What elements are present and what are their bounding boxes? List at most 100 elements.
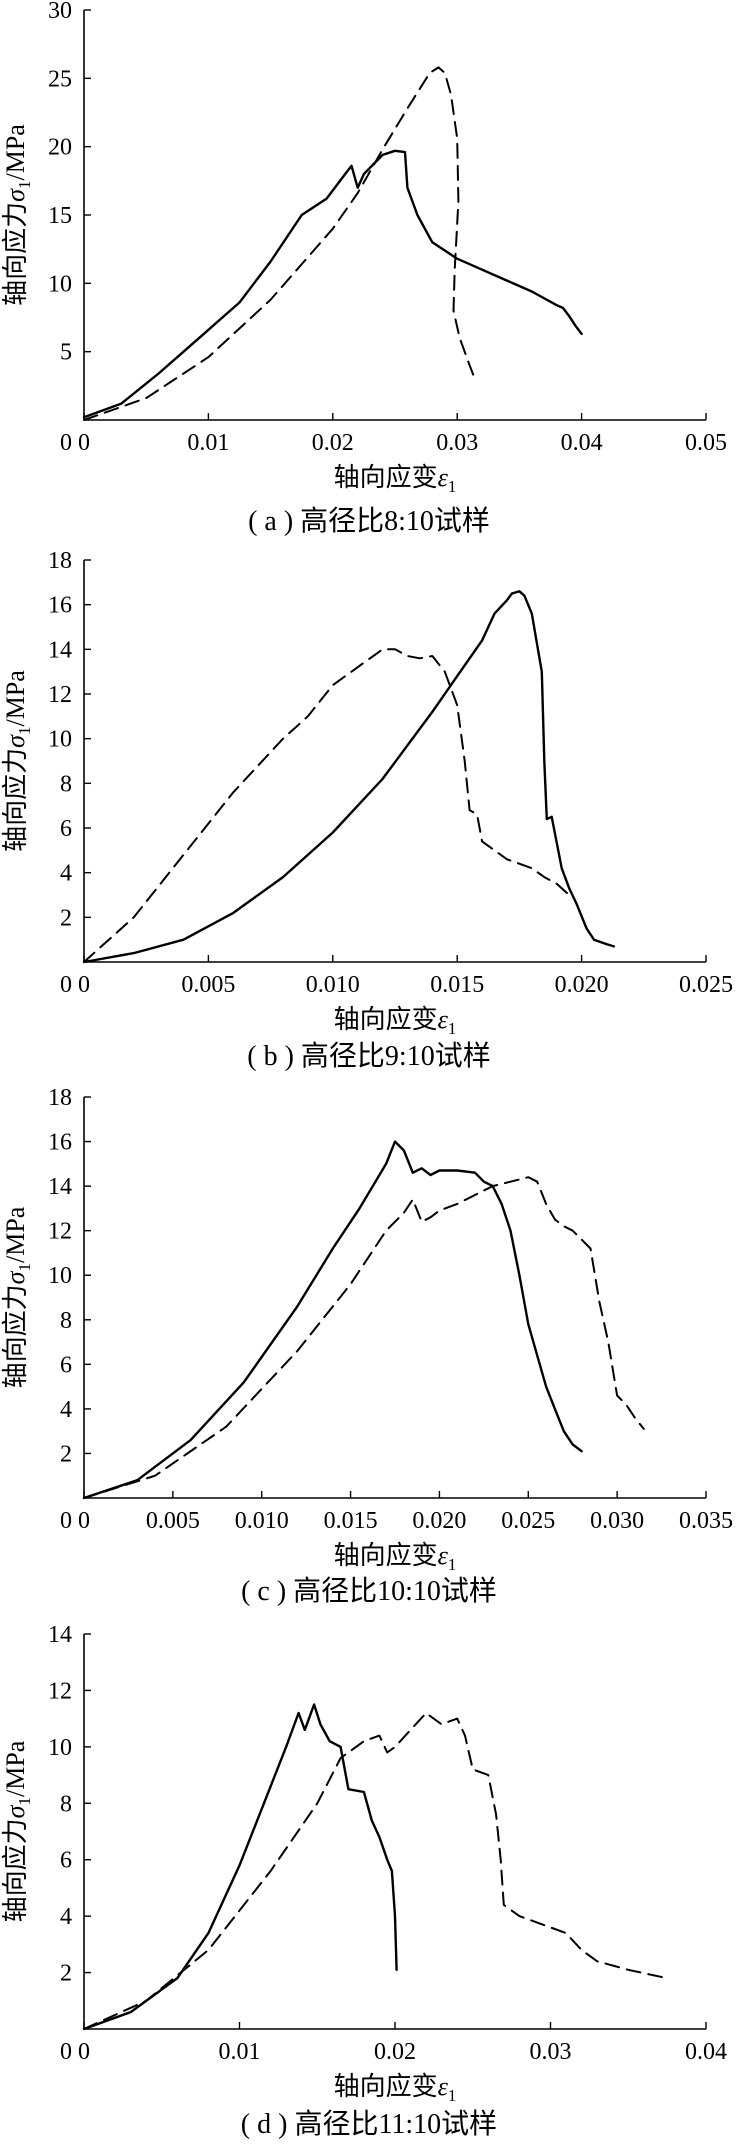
y-tick-label: 25 xyxy=(48,66,72,92)
dashed-series-line xyxy=(83,1712,669,2030)
x-tick-label: 0.03 xyxy=(436,430,478,456)
y-tick-label: 12 xyxy=(48,1678,72,1704)
y-tick-label: 4 xyxy=(60,1904,72,1930)
y-axis-label: 轴向应力σ1/MPa xyxy=(1,1740,34,1922)
y-tick-label: 16 xyxy=(48,1130,72,1156)
y-tick-label: 30 xyxy=(48,0,72,24)
y-axis-symbol: σ xyxy=(1,188,30,202)
x-tick-label: 0.005 xyxy=(181,972,235,998)
panel-d: 0 0.01 0.02 0.03 0.0424681012140轴向应变ε1轴向应力σ1… xyxy=(1,1622,727,2140)
x-axis-label-text: 轴向应变 xyxy=(334,2072,438,2101)
x-axis-label-text: 轴向应变 xyxy=(334,463,438,492)
y-axis-label: 轴向应力σ1/MPa xyxy=(1,1206,34,1388)
x-tick-label: 0.01 xyxy=(219,2039,261,2065)
origin-label: 0 xyxy=(60,1508,72,1534)
y-tick-label: 10 xyxy=(48,1735,72,1761)
x-tick-label: 0.020 xyxy=(555,972,609,998)
y-axis-subscript: 1 xyxy=(15,1263,34,1272)
x-axis-label: 轴向应变ε1 xyxy=(334,1005,457,1038)
x-tick-label: 0.035 xyxy=(679,1508,733,1534)
y-tick-label: 8 xyxy=(60,1791,72,1817)
x-tick-label: 0.010 xyxy=(306,972,360,998)
y-tick-label: 12 xyxy=(48,1219,72,1245)
x-axis-symbol: ε xyxy=(438,1541,449,1570)
x-tick-label: 0.015 xyxy=(430,972,484,998)
x-axis-symbol: ε xyxy=(438,1005,449,1034)
solid-series-line xyxy=(82,149,583,419)
dashed-series-line xyxy=(83,66,477,421)
panel-caption: ( a ) 高径比8:10试样 xyxy=(248,505,490,537)
x-tick-label: 0 xyxy=(78,972,90,998)
panel-caption: ( d ) 高径比11:10试样 xyxy=(241,2108,497,2140)
y-tick-label: 10 xyxy=(48,727,72,753)
y-tick-label: 15 xyxy=(48,203,72,229)
dashed-series-line xyxy=(83,1176,645,1499)
x-tick-label: 0.01 xyxy=(187,430,229,456)
solid-series-line xyxy=(82,1140,583,1500)
y-axis-label: 轴向应力σ1/MPa xyxy=(1,670,34,852)
x-axis-symbol: ε xyxy=(438,2072,449,2101)
y-tick-label: 6 xyxy=(60,1352,72,1378)
dashed-series-line xyxy=(83,648,571,963)
x-axis-subscript: 1 xyxy=(448,1555,457,1574)
y-tick-label: 8 xyxy=(60,1308,72,1334)
origin-label: 0 xyxy=(60,430,72,456)
panel-a: 0 0.01 0.02 0.03 0.04 0.05510152025300轴向应变ε1轴… xyxy=(1,0,727,537)
y-tick-label: 2 xyxy=(60,1441,72,1467)
y-tick-label: 18 xyxy=(48,1085,72,1111)
y-axis-label-text: 轴向应力 xyxy=(1,1818,30,1922)
x-tick-label: 0.05 xyxy=(685,430,727,456)
solid-series-line xyxy=(82,1703,398,2031)
y-axis-symbol: σ xyxy=(1,734,30,748)
y-tick-label: 12 xyxy=(48,682,72,708)
panel-caption: ( b ) 高径比9:10试样 xyxy=(247,1040,490,1072)
x-tick-label: 0 xyxy=(78,430,90,456)
y-tick-label: 6 xyxy=(60,816,72,842)
x-tick-label: 0.04 xyxy=(685,2039,727,2065)
x-axis-symbol: ε xyxy=(438,463,449,492)
y-axis-unit: /MPa xyxy=(1,1206,30,1263)
x-tick-label: 0.010 xyxy=(235,1508,289,1534)
y-tick-label: 4 xyxy=(60,1397,72,1423)
y-axis-unit: /MPa xyxy=(1,670,30,727)
x-axis-subscript: 1 xyxy=(448,2086,457,2105)
x-axis-label-text: 轴向应变 xyxy=(334,1541,438,1570)
y-tick-label: 4 xyxy=(60,861,72,887)
y-tick-label: 8 xyxy=(60,771,72,797)
y-tick-label: 14 xyxy=(48,1622,72,1648)
x-tick-label: 0.025 xyxy=(501,1508,555,1534)
y-tick-label: 14 xyxy=(48,637,72,663)
panel-caption: ( c ) 高径比10:10试样 xyxy=(241,1575,497,1607)
y-tick-label: 5 xyxy=(60,340,72,366)
y-axis-symbol: σ xyxy=(1,1270,30,1284)
y-tick-label: 2 xyxy=(60,1961,72,1987)
x-tick-label: 0.02 xyxy=(312,430,354,456)
x-tick-label: 0.030 xyxy=(590,1508,644,1534)
y-axis-label-text: 轴向应力 xyxy=(1,1284,30,1388)
y-axis-label-text: 轴向应力 xyxy=(1,748,30,852)
x-tick-label: 0.005 xyxy=(146,1508,200,1534)
x-tick-label: 0.020 xyxy=(412,1508,466,1534)
x-tick-label: 0.03 xyxy=(530,2039,572,2065)
x-tick-label: 0 xyxy=(78,1508,90,1534)
y-axis-label: 轴向应力σ1/MPa xyxy=(1,124,34,306)
x-tick-label: 0.02 xyxy=(374,2039,416,2065)
x-tick-label: 0.04 xyxy=(561,430,603,456)
y-axis-subscript: 1 xyxy=(15,181,34,190)
y-tick-label: 2 xyxy=(60,905,72,931)
y-tick-label: 20 xyxy=(48,135,72,161)
x-tick-label: 0.015 xyxy=(324,1508,378,1534)
panel-c: 0 0.005 0.010 0.015 0.020 0.025 0.030 0.035 2 4 6 8… xyxy=(1,1085,733,1607)
x-axis-label: 轴向应变ε1 xyxy=(334,2072,457,2105)
x-axis-label: 轴向应变ε1 xyxy=(334,1541,457,1574)
y-axis-unit: /MPa xyxy=(1,124,30,181)
y-tick-label: 10 xyxy=(48,1263,72,1289)
x-axis-subscript: 1 xyxy=(448,1019,457,1038)
x-axis-subscript: 1 xyxy=(448,477,457,496)
y-axis-subscript: 1 xyxy=(15,1797,34,1806)
y-tick-label: 14 xyxy=(48,1174,72,1200)
y-tick-label: 18 xyxy=(48,548,72,574)
origin-label: 0 xyxy=(60,972,72,998)
y-tick-label: 6 xyxy=(60,1848,72,1874)
